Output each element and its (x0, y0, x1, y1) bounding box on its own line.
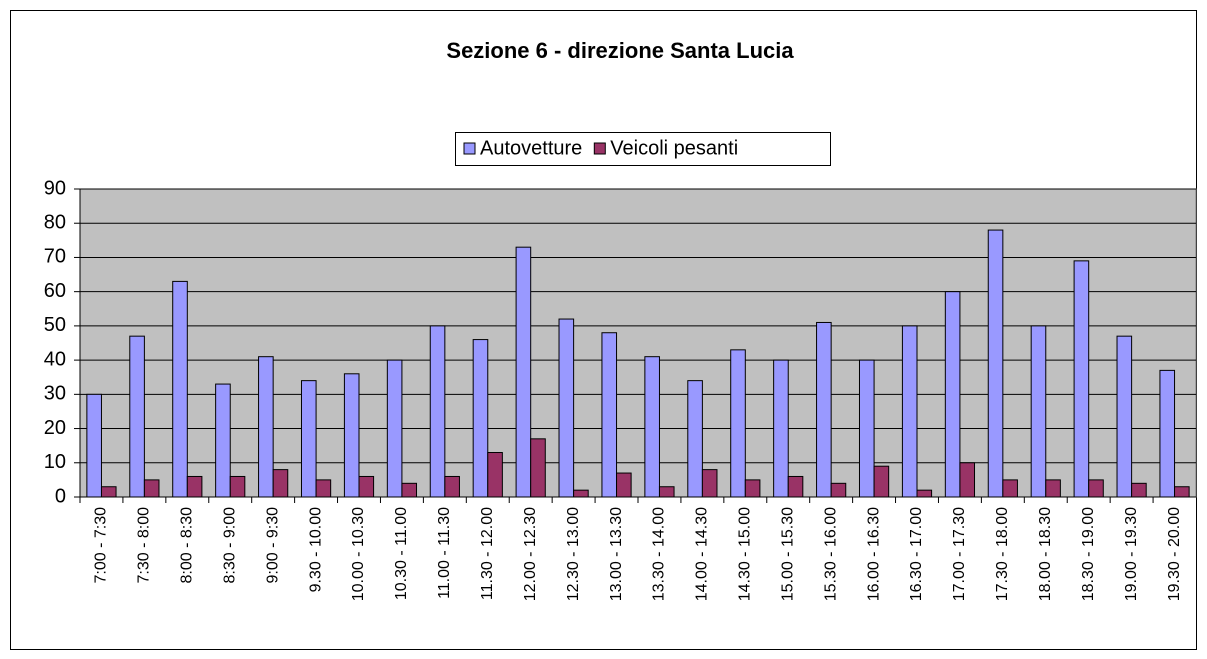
bar (343, 373, 360, 498)
legend-label: Autovetture (480, 137, 582, 159)
y-tick-label: 90 (44, 177, 66, 199)
bar (830, 482, 847, 498)
x-tick-label: 12.30 - 13.00 (565, 507, 582, 601)
bar (1045, 479, 1061, 498)
x-tick-label: 15.00 - 15.30 (779, 507, 796, 601)
x-tick-label: 9:00 - 9:30 (264, 507, 281, 584)
bar (1174, 486, 1190, 498)
y-tick-label: 30 (44, 383, 66, 405)
y-tick-label: 10 (44, 451, 66, 473)
bar (1030, 325, 1047, 498)
bar (444, 475, 460, 498)
bar (1002, 479, 1018, 498)
y-tick-label: 70 (44, 246, 66, 268)
x-tick-label: 7:00 - 7:30 (93, 507, 110, 584)
x-tick-label: 16.30 - 17.00 (908, 507, 925, 601)
x-tick-label: 18.30 - 19.00 (1080, 507, 1097, 601)
x-tick-label: 10.00 - 10.30 (350, 507, 367, 601)
bar (773, 359, 789, 498)
bar (601, 332, 618, 498)
bar (386, 359, 403, 498)
bar (215, 383, 231, 498)
bar (744, 479, 761, 498)
bar (644, 356, 660, 498)
y-tick-label: 80 (44, 212, 66, 234)
plot-area (79, 188, 1197, 498)
bar (515, 246, 532, 498)
bar (658, 486, 675, 498)
x-tick-label: 19.00 - 19.30 (1123, 507, 1140, 601)
legend-swatch (463, 142, 476, 155)
x-tick-label: 19.30 - 20.00 (1166, 507, 1183, 601)
bar (916, 489, 933, 498)
bar (1159, 369, 1176, 498)
y-tick-label: 0 (55, 485, 66, 507)
bar (987, 229, 1004, 498)
x-tick-label: 8:30 - 9:00 (221, 507, 238, 584)
bar (1116, 335, 1133, 498)
bar (487, 452, 503, 498)
x-tick-label: 7:30 - 8:00 (136, 507, 153, 584)
bar (858, 359, 875, 498)
bar (959, 462, 976, 498)
x-tick-label: 12.00 - 12.30 (522, 507, 539, 601)
bar (472, 339, 489, 498)
x-tick-label: 9.30 - 10.00 (307, 507, 324, 593)
bar (787, 475, 804, 498)
x-tick-label: 11.30 - 12.00 (479, 507, 496, 600)
bar (429, 325, 446, 498)
bar (358, 475, 375, 498)
bar (1073, 260, 1090, 498)
y-tick-label: 60 (44, 280, 66, 302)
bar (172, 280, 188, 498)
bar (687, 380, 703, 498)
bar (616, 472, 632, 498)
x-tick-label: 16.00 - 16.30 (865, 507, 882, 601)
bar (558, 318, 575, 498)
x-tick-label: 14.30 - 15.00 (737, 507, 754, 601)
x-tick-label: 17.00 - 17.30 (951, 507, 968, 601)
bar (901, 325, 918, 498)
y-tick-label: 40 (44, 348, 66, 370)
legend-box (455, 132, 831, 166)
x-tick-label: 13.00 - 13.30 (608, 507, 625, 601)
bar (86, 393, 102, 498)
x-tick-label: 13.30 - 14.00 (651, 507, 668, 601)
bar (944, 291, 961, 498)
bar (229, 475, 246, 498)
bar (573, 489, 589, 498)
bar (272, 469, 289, 498)
bar (530, 438, 546, 498)
legend-label: Veicoli pesanti (610, 137, 738, 159)
bar (1088, 479, 1104, 498)
x-tick-label: 18.00 - 18.30 (1037, 507, 1054, 601)
bar (873, 465, 890, 498)
y-tick-label: 50 (44, 314, 66, 336)
x-tick-label: 8:00 - 8:30 (179, 507, 196, 584)
x-tick-label: 14.00 - 14.30 (694, 507, 711, 601)
bar (730, 349, 746, 498)
bar (401, 482, 418, 498)
y-tick-label: 20 (44, 417, 66, 439)
x-tick-label: 10.30 - 11.00 (393, 507, 410, 600)
bar (816, 321, 832, 498)
bar (100, 486, 117, 498)
bar (258, 356, 274, 498)
bar (129, 335, 145, 498)
bar (1131, 482, 1147, 498)
bar (143, 479, 160, 498)
x-tick-label: 11.00 - 11.30 (436, 507, 453, 599)
bar (300, 380, 317, 498)
chart-title: Sezione 6 - direzione Santa Lucia (446, 38, 794, 63)
x-tick-label: 17.30 - 18.00 (994, 507, 1011, 601)
bar (315, 479, 332, 498)
legend-swatch (593, 142, 606, 155)
bar (701, 469, 718, 498)
bar (186, 475, 203, 498)
x-tick-label: 15.30 - 16.00 (822, 507, 839, 601)
